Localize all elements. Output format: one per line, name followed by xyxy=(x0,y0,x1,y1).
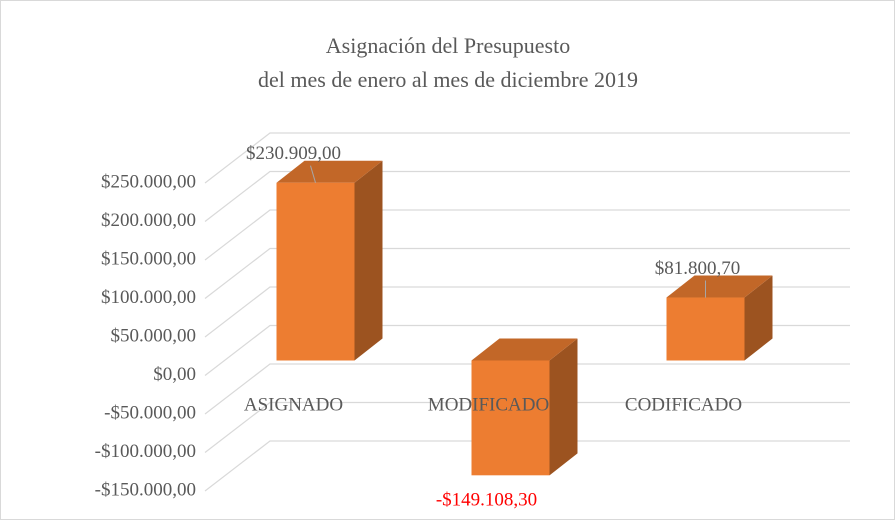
bar-top xyxy=(276,160,383,183)
grid-line xyxy=(204,170,850,222)
chart-title: del mes de enero al mes de diciembre 201… xyxy=(258,67,638,92)
bar xyxy=(276,182,355,361)
data-label: -$149.108,30 xyxy=(436,490,537,511)
y-tick-label: $200.000,00 xyxy=(101,210,196,231)
leader-line xyxy=(310,165,316,183)
x-tick-label: MODIFICADO xyxy=(428,394,549,415)
bar-side xyxy=(549,338,578,476)
x-tick-label: CODIFICADO xyxy=(625,394,742,415)
bar xyxy=(471,360,550,476)
y-tick-label: $100.000,00 xyxy=(101,287,196,308)
x-tick-label: ASIGNADO xyxy=(244,394,343,415)
y-tick-label: -$50.000,00 xyxy=(104,402,196,423)
data-label: $81.800,70 xyxy=(655,258,741,279)
grid-line xyxy=(204,132,850,184)
bar xyxy=(666,297,745,361)
bar-side xyxy=(354,160,383,361)
grid-line xyxy=(204,324,850,376)
data-label: $230.909,00 xyxy=(246,143,341,164)
grid-line xyxy=(204,247,850,299)
y-tick-label: -$150.000,00 xyxy=(95,479,196,500)
bar-top xyxy=(471,338,578,361)
grid-line xyxy=(204,401,850,453)
bar-side xyxy=(744,275,773,361)
y-tick-label: $250.000,00 xyxy=(101,171,196,192)
grid-line xyxy=(204,209,850,261)
grid-line xyxy=(204,286,850,338)
chart-title: Asignación del Presupuesto xyxy=(326,33,570,58)
bar-top xyxy=(666,275,773,298)
y-tick-label: $50.000,00 xyxy=(111,325,197,346)
y-tick-label: -$100.000,00 xyxy=(95,441,196,462)
grid-line xyxy=(204,363,850,415)
y-tick-label: $150.000,00 xyxy=(101,248,196,269)
grid-line xyxy=(204,440,850,492)
y-tick-label: $0,00 xyxy=(153,364,196,385)
